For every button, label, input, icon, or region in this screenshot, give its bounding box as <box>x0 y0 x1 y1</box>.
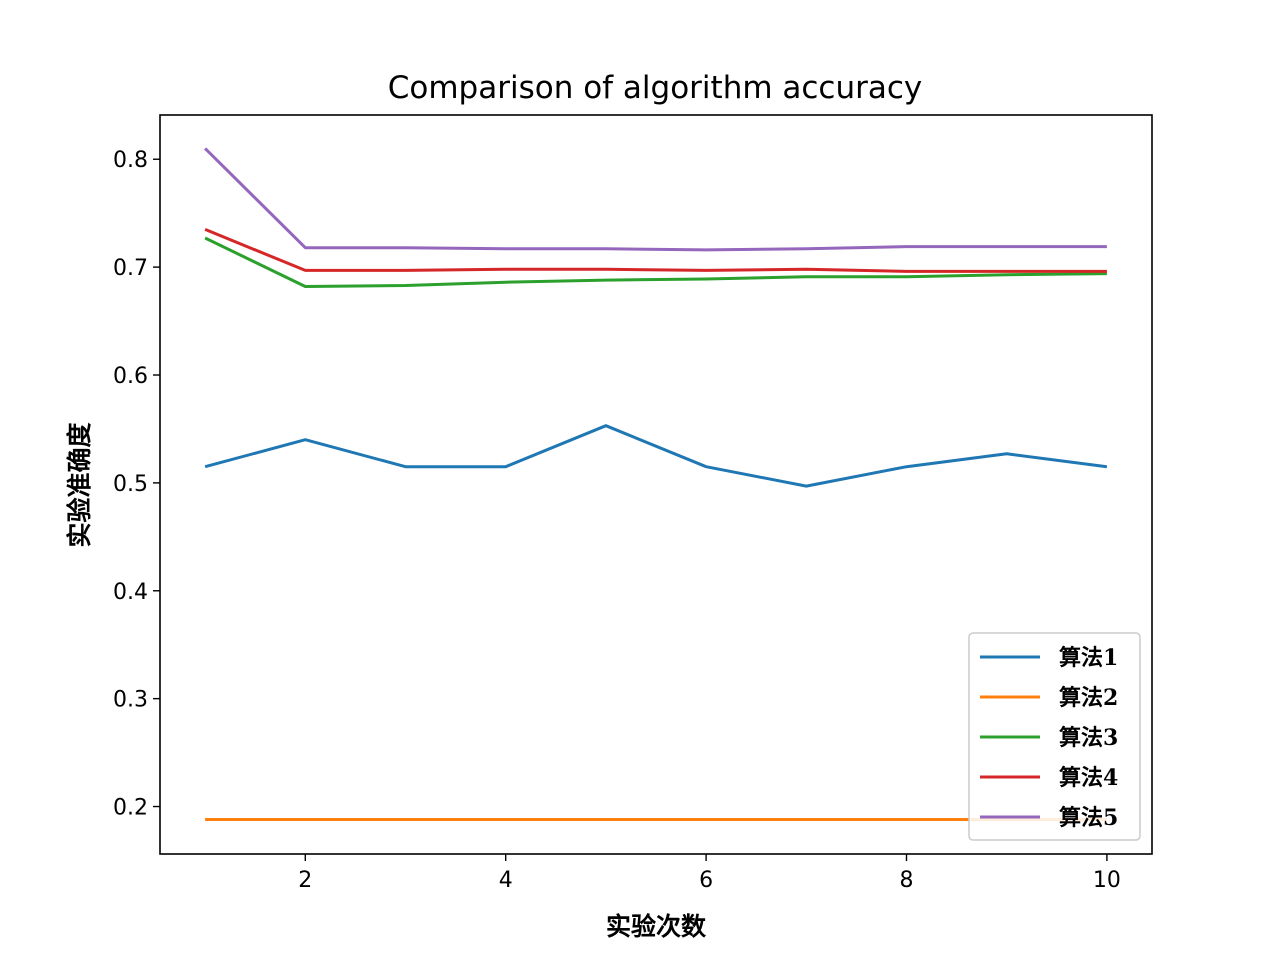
y-tick-label: 0.7 <box>113 256 148 281</box>
y-axis-label: 实验准确度 <box>65 422 94 547</box>
x-tick-label: 10 <box>1093 868 1121 893</box>
x-axis-label: 实验次数 <box>606 912 707 941</box>
legend-label-1: 算法1 <box>1059 645 1118 671</box>
x-tick-label: 2 <box>298 868 312 893</box>
ticks-layer: 2 4 6 8 10 0.2 0.3 0.4 0.5 0.6 0.7 0.8 <box>113 148 1121 893</box>
legend-label-4: 算法4 <box>1059 765 1118 791</box>
series-line-3 <box>204 236 1107 288</box>
x-tick-label: 6 <box>699 868 713 893</box>
y-tick-label: 0.4 <box>113 580 148 605</box>
legend-label-3: 算法3 <box>1059 725 1118 751</box>
legend-label-2: 算法2 <box>1059 685 1118 711</box>
legend-box <box>968 632 1141 841</box>
series-line-5 <box>204 147 1107 252</box>
series-line-1 <box>204 424 1108 488</box>
x-tick-label: 4 <box>499 868 513 893</box>
y-tick-label: 0.6 <box>113 364 148 389</box>
y-tick-label: 0.3 <box>113 688 148 713</box>
x-tick-label: 8 <box>900 868 914 893</box>
y-tick-label: 0.8 <box>113 148 148 173</box>
plot-frame <box>159 114 1153 855</box>
y-tick-label: 0.5 <box>113 472 148 497</box>
legend-items: 算法1 算法2 算法3 算法4 算法5 <box>980 645 1118 831</box>
y-tick-label: 0.2 <box>113 796 148 821</box>
legend-label-5: 算法5 <box>1059 805 1118 831</box>
series-line-4 <box>204 228 1107 273</box>
chart-title: Comparison of algorithm accuracy <box>388 70 923 106</box>
lines-layer <box>204 147 1108 821</box>
legend: 算法1 算法2 算法3 算法4 算法5 <box>968 632 1141 841</box>
